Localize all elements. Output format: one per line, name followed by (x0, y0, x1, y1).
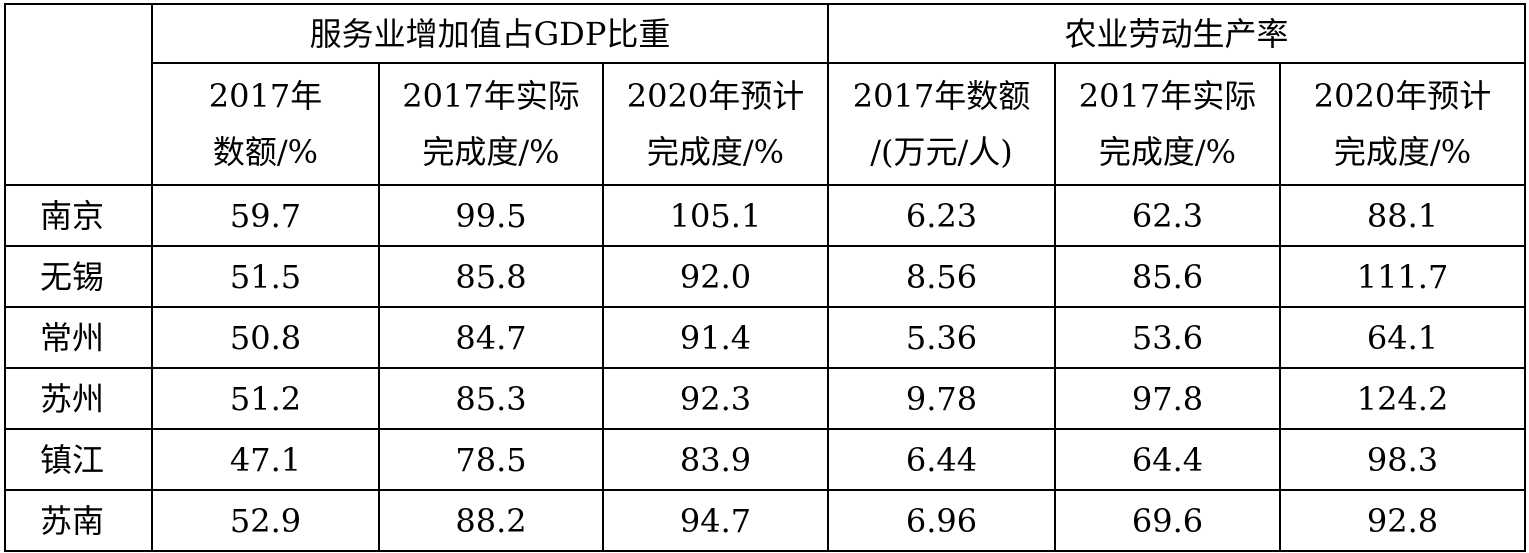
region-cell: 南京 (4, 184, 153, 247)
value-cell: 92.8 (1278, 489, 1527, 552)
value-cell: 83.9 (602, 428, 829, 491)
value-cell: 6.96 (827, 489, 1056, 552)
value-cell: 47.1 (151, 428, 380, 491)
value-cell: 5.36 (827, 306, 1056, 369)
sub-header-row: 2017年 数额/% 2017年实际 完成度/% 2020年预计 完成度/% 2… (5, 62, 1527, 186)
region-cell: 苏南 (4, 489, 153, 552)
table-row: 苏州 51.2 85.3 92.3 9.78 97.8 124.2 (4, 367, 1527, 430)
value-cell: 59.7 (151, 184, 380, 247)
value-cell: 85.6 (1054, 245, 1281, 308)
value-cell: 85.8 (378, 245, 604, 308)
table-row: 常州 50.8 84.7 91.4 5.36 53.6 64.1 (4, 306, 1527, 369)
group-header-row: 服务业增加值占GDP比重 农业劳动生产率 (4, 3, 1527, 186)
value-cell: 105.1 (602, 184, 829, 247)
sub-header-line: 数额/% (212, 133, 319, 171)
value-cell: 99.5 (378, 184, 604, 247)
value-cell: 124.2 (1278, 367, 1527, 430)
sub-header-line: 2020年预计 (1313, 77, 1492, 115)
region-cell: 常州 (4, 306, 153, 369)
sub-header-line: 2017年实际 (402, 77, 580, 115)
sub-header: 2017年数额 /(万元/人) (827, 62, 1056, 186)
region-cell: 镇江 (4, 428, 153, 491)
sub-header-line: 完成度/% (1333, 133, 1472, 171)
sub-header: 2017年 数额/% (151, 62, 380, 186)
value-cell: 51.5 (151, 245, 380, 308)
sub-header: 2020年预计 完成度/% (602, 62, 829, 186)
value-cell: 6.44 (827, 428, 1056, 491)
value-cell: 78.5 (378, 428, 604, 491)
sub-header: 2017年实际 完成度/% (1054, 62, 1281, 186)
table-row: 南京 59.7 99.5 105.1 6.23 62.3 88.1 (4, 184, 1527, 247)
sub-header-line: 完成度/% (1098, 133, 1237, 171)
value-cell: 92.3 (602, 367, 829, 430)
group-header-services: 服务业增加值占GDP比重 (151, 3, 829, 64)
value-cell: 8.56 (827, 245, 1056, 308)
group-header-agriculture: 农业劳动生产率 (826, 3, 1527, 64)
value-cell: 69.6 (1054, 489, 1281, 552)
value-cell: 88.1 (1278, 184, 1527, 247)
data-table: 服务业增加值占GDP比重 农业劳动生产率 2017年 数额/% 2017年实际 … (4, 3, 1527, 552)
value-cell: 111.7 (1278, 245, 1527, 308)
value-cell: 97.8 (1054, 367, 1281, 430)
value-cell: 91.4 (602, 306, 829, 369)
corner-cell (4, 3, 153, 186)
value-cell: 50.8 (151, 306, 380, 369)
value-cell: 98.3 (1278, 428, 1527, 491)
region-cell: 无锡 (4, 245, 153, 308)
sub-header-line: 2017年 (208, 77, 323, 115)
value-cell: 64.4 (1054, 428, 1281, 491)
region-cell: 苏州 (4, 367, 153, 430)
table-row: 镇江 47.1 78.5 83.9 6.44 64.4 98.3 (4, 428, 1527, 491)
table-row: 苏南 52.9 88.2 94.7 6.96 69.6 92.8 (4, 489, 1527, 552)
value-cell: 62.3 (1054, 184, 1281, 247)
value-cell: 88.2 (378, 489, 604, 552)
sub-header-line: 2020年预计 (626, 77, 805, 115)
value-cell: 6.23 (827, 184, 1056, 247)
value-cell: 92.0 (602, 245, 829, 308)
value-cell: 84.7 (378, 306, 604, 369)
sub-header-line: 完成度/% (422, 133, 560, 171)
value-cell: 9.78 (827, 367, 1056, 430)
value-cell: 53.6 (1054, 306, 1281, 369)
sub-header: 2020年预计 完成度/% (1278, 62, 1527, 186)
value-cell: 85.3 (378, 367, 604, 430)
value-cell: 64.1 (1278, 306, 1527, 369)
sub-header-line: /(万元/人) (870, 133, 1013, 171)
sub-header-line: 2017年实际 (1078, 77, 1257, 115)
value-cell: 94.7 (602, 489, 829, 552)
sub-header-line: 2017年数额 (852, 77, 1031, 115)
sub-header-line: 完成度/% (646, 133, 785, 171)
sub-header: 2017年实际 完成度/% (378, 62, 604, 186)
value-cell: 52.9 (151, 489, 380, 552)
value-cell: 51.2 (151, 367, 380, 430)
table-row: 无锡 51.5 85.8 92.0 8.56 85.6 111.7 (4, 245, 1527, 308)
